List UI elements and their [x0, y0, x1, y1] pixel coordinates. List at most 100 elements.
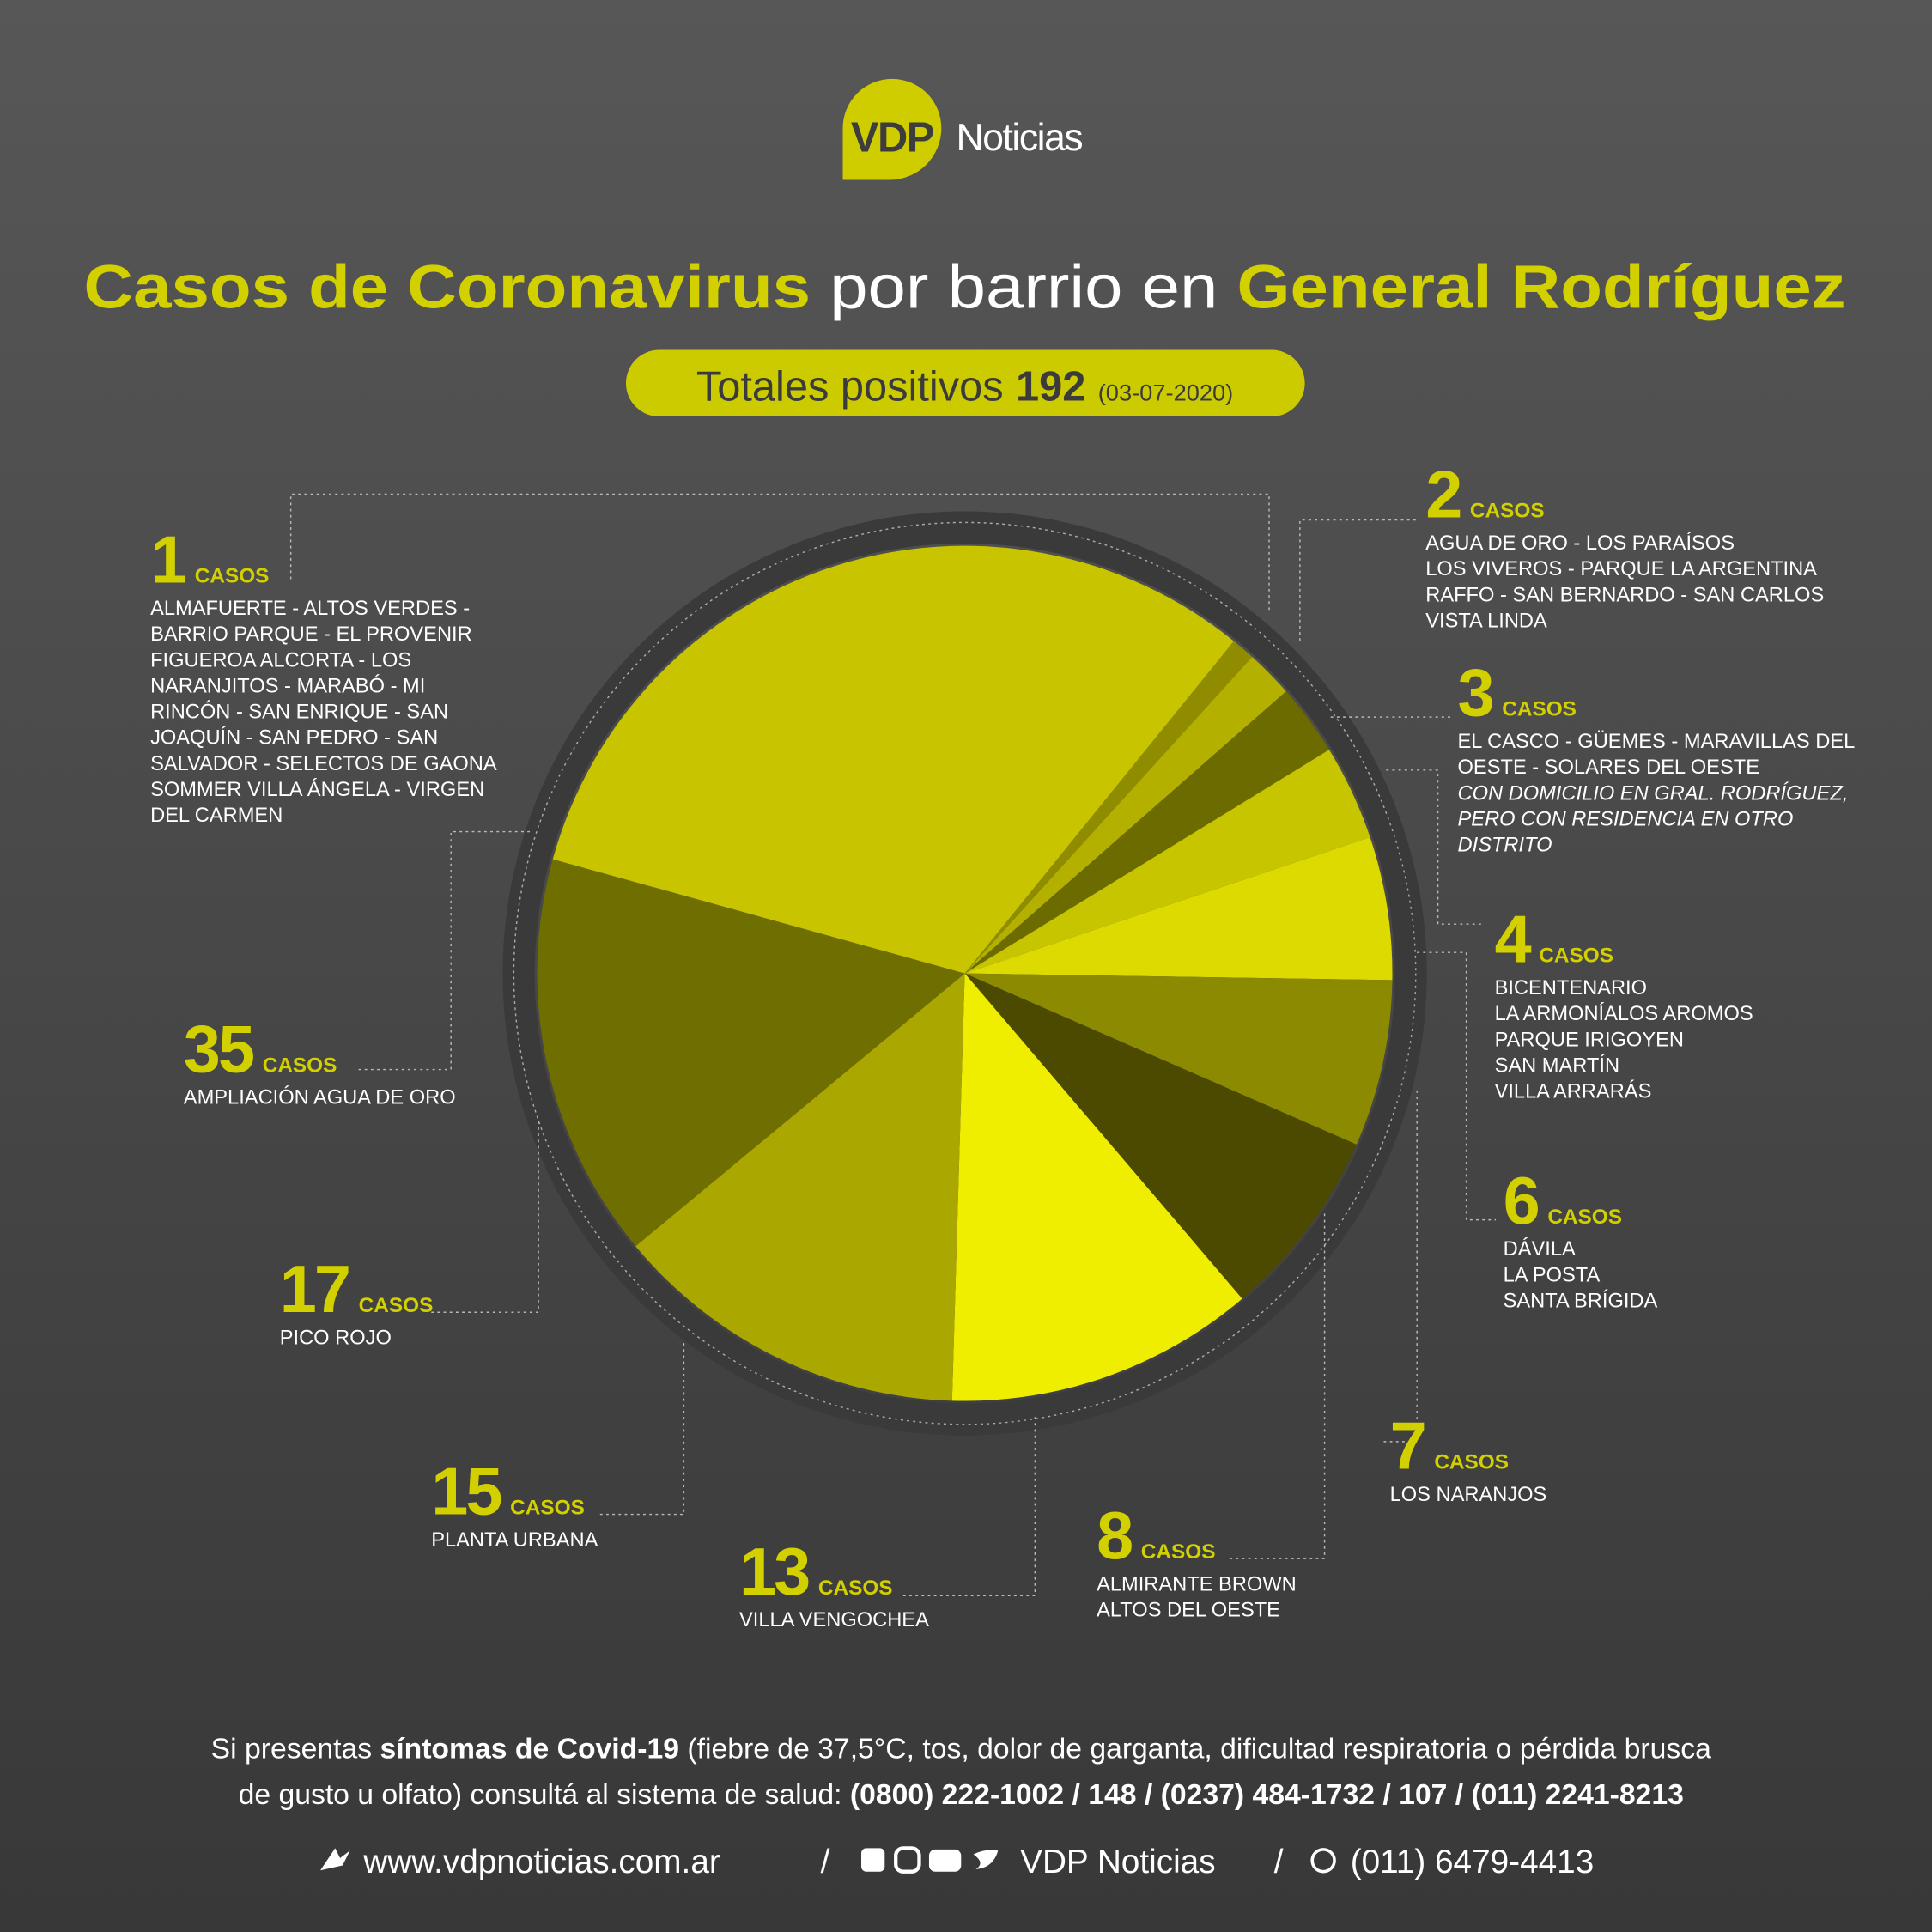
slice-value-label: 13 CASOS	[739, 1535, 893, 1609]
neighborhood-line: SANTA BRÍGIDA	[1504, 1289, 1658, 1312]
neighborhood-line: ALTOS DEL OESTE	[1097, 1600, 1280, 1622]
slice-value: 15	[431, 1455, 501, 1529]
footer-line: de gusto u olfato) consultá al sistema d…	[239, 1778, 1684, 1811]
pie-slice	[964, 973, 1357, 1299]
slice-unit: CASOS	[1470, 500, 1545, 523]
slice-value: 8	[1097, 1499, 1132, 1573]
neighborhood-line: LOS VIVEROS - PARQUE LA ARGENTINA	[1425, 558, 1817, 580]
footer-text: de gusto u olfato) consultá al sistema d…	[239, 1778, 850, 1811]
title-text: por barrio en	[811, 253, 1236, 322]
footer-separator: /	[1274, 1844, 1284, 1880]
slice-value-label: 1 CASOS	[150, 524, 269, 598]
slice-value: 7	[1390, 1409, 1425, 1483]
neighborhood-line: ALMAFUERTE - ALTOS VERDES -	[150, 598, 470, 620]
neighborhood-line: EL CASCO - GÜEMES - MARAVILLAS DEL	[1458, 730, 1856, 753]
title-highlight: General Rodríguez	[1237, 253, 1846, 322]
neighborhood-line: PARQUE IRIGOYEN	[1495, 1029, 1684, 1051]
neighborhood-line: VILLA ARRARÁS	[1495, 1080, 1652, 1103]
subtitle-text: Totales positivos	[696, 363, 1004, 410]
slice-value: 3	[1458, 657, 1493, 731]
slice-unit: CASOS	[1141, 1540, 1216, 1564]
pie-slice	[964, 691, 1329, 974]
pie-slice	[964, 641, 1253, 974]
neighborhood-line: AMPLIACIÓN AGUA DE ORO	[184, 1086, 456, 1109]
neighborhood-line: PLANTA URBANA	[431, 1529, 598, 1552]
neighborhood-line: RAFFO - SAN BERNARDO - SAN CARLOS	[1425, 584, 1824, 606]
footer-social: VDP Noticias	[1020, 1844, 1215, 1880]
slice-unit: CASOS	[818, 1577, 893, 1600]
slice-unit: CASOS	[1502, 698, 1577, 721]
chart-title: Casos de Coronavirus por barrio en Gener…	[84, 253, 1846, 322]
neighborhood-line: LA ARMONÍALOS AROMOS	[1495, 1002, 1753, 1025]
slice-value-label: 8 CASOS	[1097, 1499, 1215, 1573]
subtitle: Totales positivos 192 (03-07-2020)	[696, 363, 1233, 410]
neighborhood-line: NARANJITOS - MARABÓ - MI	[150, 674, 425, 697]
footer-text: Si presentas	[211, 1733, 380, 1765]
footer-text: (fiebre de 37,5°C, tos, dolor de gargant…	[679, 1733, 1711, 1765]
neighborhood-line: RINCÓN - SAN ENRIQUE - SAN	[150, 701, 448, 724]
pie-slice	[635, 973, 965, 1401]
slice-value: 4	[1495, 903, 1532, 977]
note-line: PERO CON RESIDENCIA EN OTRO	[1458, 808, 1794, 830]
pie-slice	[951, 973, 1242, 1401]
neighborhood-line: AGUA DE ORO - LOS PARAÍSOS	[1425, 532, 1735, 555]
note-line: CON DOMICILIO EN GRAL. RODRÍGUEZ,	[1458, 781, 1849, 805]
subtitle-date: (03-07-2020)	[1098, 379, 1234, 405]
neighborhood-line: LOS NARANJOS	[1390, 1484, 1547, 1506]
slice-value: 1	[150, 524, 185, 598]
slice-unit: CASOS	[195, 565, 270, 588]
slice-unit: CASOS	[1434, 1450, 1509, 1473]
slice-value: 6	[1504, 1164, 1539, 1238]
slice-value-label: 7 CASOS	[1390, 1409, 1509, 1483]
pie-slice	[964, 973, 1393, 1145]
pie-slice	[537, 859, 965, 1247]
slice-value: 2	[1425, 459, 1460, 532]
subtitle-total: 192	[1016, 363, 1085, 410]
slice-value-label: 15 CASOS	[431, 1455, 585, 1529]
slice-value-label: 3 CASOS	[1458, 657, 1577, 731]
neighborhood-line: LA POSTA	[1504, 1264, 1601, 1286]
footer-icons	[320, 1846, 1336, 1874]
pie-ring	[502, 511, 1427, 1436]
slice-unit: CASOS	[510, 1497, 585, 1520]
slice-unit: CASOS	[263, 1054, 337, 1077]
neighborhood-line: JOAQUÍN - SAN PEDRO - SAN	[150, 726, 438, 750]
neighborhood-line: OESTE - SOLARES DEL OESTE	[1458, 756, 1759, 779]
neighborhood-line: SAN MARTÍN	[1495, 1054, 1619, 1077]
slice-value-label: 6 CASOS	[1504, 1164, 1622, 1238]
slice-value: 13	[739, 1535, 809, 1609]
pie-slice	[552, 545, 1234, 974]
pie-dotted-ring	[513, 521, 1417, 1425]
footer-phone: (011) 6479-4413	[1351, 1844, 1595, 1880]
slice-unit: CASOS	[359, 1294, 434, 1317]
slice-unit: CASOS	[1547, 1206, 1622, 1229]
logo-badge	[842, 78, 942, 180]
neighborhood-line: FIGUEROA ALCORTA - LOS	[150, 649, 411, 671]
pie-slice	[964, 750, 1370, 974]
neighborhood-line: DEL CARMEN	[150, 805, 283, 827]
neighborhood-line: PICO ROJO	[280, 1327, 392, 1350]
slice-value: 35	[184, 1012, 253, 1086]
footer-bold: síntomas de Covid-19	[380, 1733, 679, 1765]
neighborhood-line: BICENTENARIO	[1495, 977, 1647, 999]
neighborhood-line: SOMMER VILLA ÁNGELA - VIRGEN	[150, 778, 484, 801]
neighborhood-line: VILLA VENGOCHEA	[739, 1609, 929, 1631]
pie-slice	[964, 837, 1393, 981]
neighborhood-line: VISTA LINDA	[1425, 610, 1547, 632]
neighborhood-line: BARRIO PARQUE - EL PROVENIR	[150, 623, 472, 646]
slice-value-label: 4 CASOS	[1495, 903, 1613, 977]
neighborhood-line: DÁVILA	[1504, 1237, 1576, 1261]
slice-value-label: 2 CASOS	[1425, 459, 1544, 532]
neighborhood-line: SALVADOR - SELECTOS DE GAONA	[150, 753, 497, 775]
logo-name: Noticias	[957, 117, 1083, 159]
slice-value-label: 35 CASOS	[184, 1012, 337, 1086]
footer-bold: (0800) 222-1002 / 148 / (0237) 484-1732 …	[850, 1778, 1684, 1811]
logo-mark: VDP	[851, 114, 933, 161]
slice-unit: CASOS	[1539, 945, 1613, 968]
slice-value: 17	[280, 1253, 349, 1327]
slice-value-label: 17 CASOS	[280, 1253, 434, 1327]
note-line: DISTRITO	[1458, 835, 1552, 857]
pie-slice	[964, 656, 1286, 974]
footer-web: www.vdpnoticias.com.ar	[362, 1844, 720, 1880]
